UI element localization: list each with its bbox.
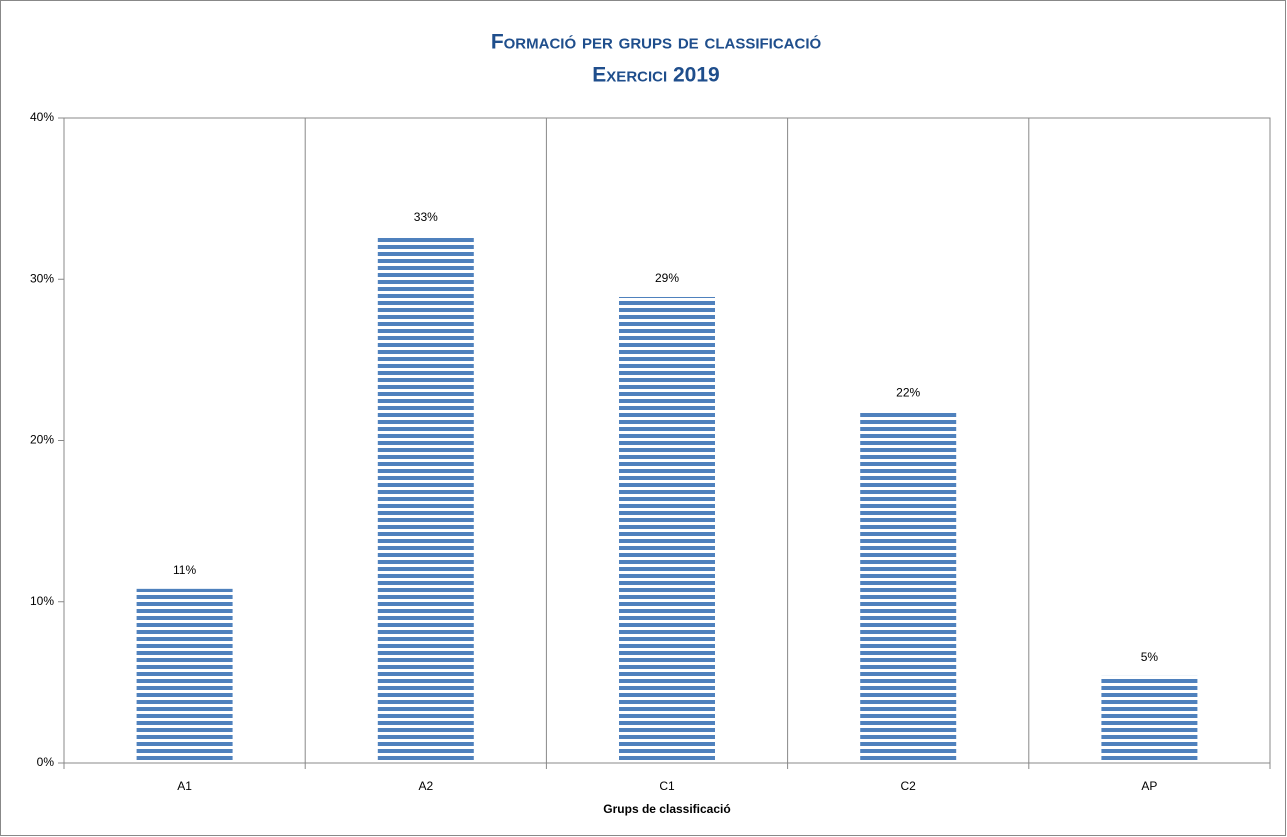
chart-subtitle: Exercici 2019 <box>592 64 719 87</box>
bar <box>136 588 233 763</box>
x-tick-label: A2 <box>418 779 433 793</box>
y-tick-label: 20% <box>30 433 54 447</box>
bar <box>1101 675 1198 763</box>
x-tick-label: C1 <box>659 779 675 793</box>
x-tick-label: AP <box>1141 779 1157 793</box>
bar <box>377 235 474 763</box>
x-axis-label: Grups de classificació <box>603 802 730 816</box>
data-label: 33% <box>414 210 438 224</box>
bar <box>619 296 715 763</box>
chart-title: Formació per grups de classificació <box>491 31 822 54</box>
x-tick-label: A1 <box>177 779 192 793</box>
bar <box>860 411 957 763</box>
x-tick-label: C2 <box>901 779 917 793</box>
y-tick-label: 0% <box>37 755 55 769</box>
y-tick-label: 10% <box>30 594 54 608</box>
y-tick-label: 40% <box>30 110 54 124</box>
data-label: 22% <box>896 386 920 400</box>
data-label: 5% <box>1141 650 1159 664</box>
y-tick-label: 30% <box>30 271 54 285</box>
data-label: 29% <box>655 271 679 285</box>
data-label: 11% <box>173 563 196 577</box>
